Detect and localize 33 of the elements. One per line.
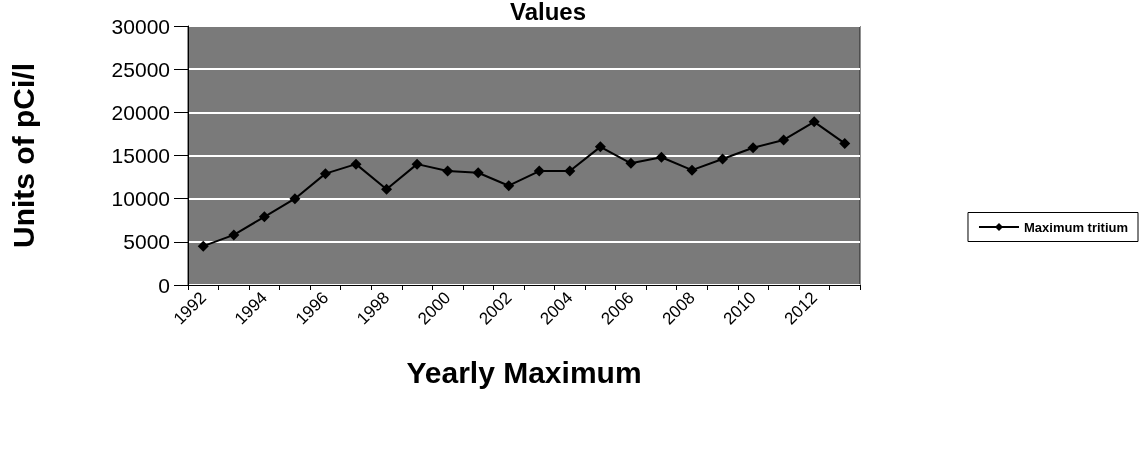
point — [411, 158, 423, 170]
y-tick-label: 5000 — [123, 230, 170, 254]
y-tick-label: 15000 — [111, 144, 170, 167]
point — [442, 165, 454, 177]
point — [472, 167, 484, 179]
point — [381, 183, 393, 195]
point — [594, 141, 606, 153]
point — [717, 153, 729, 165]
chart-title: Values — [510, 0, 587, 25]
point — [686, 164, 698, 176]
point — [258, 211, 270, 223]
y-tick-label: 25000 — [111, 57, 170, 81]
point — [625, 157, 637, 169]
point — [839, 137, 851, 149]
point — [319, 168, 331, 180]
point — [808, 116, 820, 128]
point — [564, 165, 576, 177]
y-tick-label: 20000 — [111, 100, 170, 124]
y-tick-label: 10000 — [111, 187, 170, 211]
point — [778, 134, 790, 146]
point — [197, 240, 209, 252]
y-tick-label: 30000 — [111, 14, 170, 38]
point — [350, 158, 362, 170]
y-axis-title: Units of pCi/l — [6, 63, 40, 248]
point — [533, 165, 545, 177]
point — [228, 229, 240, 241]
x-axis-title: Yearly Maximum — [406, 355, 642, 389]
point — [747, 142, 759, 154]
point — [289, 193, 301, 205]
point — [655, 151, 667, 163]
legend-label: Maximum tritium — [1023, 219, 1128, 235]
point — [503, 180, 515, 192]
y-tick-label: 0 — [158, 273, 170, 297]
